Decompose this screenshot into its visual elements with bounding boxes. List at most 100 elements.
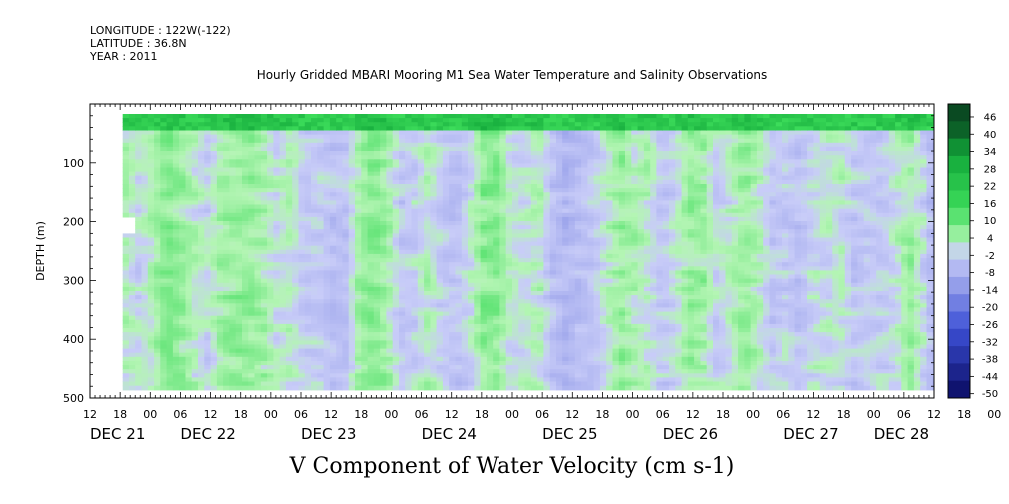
heatmap-cell [355, 204, 362, 210]
heatmap-cell [543, 303, 551, 308]
heatmap-cell [185, 155, 193, 160]
heatmap-cell [574, 307, 582, 313]
heatmap-cell [386, 286, 394, 292]
heatmap-cell [543, 192, 551, 197]
heatmap-cell [480, 134, 488, 140]
heatmap-cell [122, 299, 130, 304]
heatmap-cell [204, 373, 212, 378]
heatmap-cell [549, 179, 557, 185]
heatmap-cell [537, 274, 544, 280]
heatmap-cell [317, 184, 325, 189]
heatmap-cell [537, 315, 544, 321]
heatmap-cell [562, 155, 570, 160]
heatmap-cell [436, 307, 444, 313]
heatmap-cell [254, 361, 262, 366]
heatmap-cell [179, 188, 187, 193]
heatmap-cell [386, 188, 394, 193]
heatmap-cell [122, 361, 130, 366]
heatmap-cell [468, 377, 475, 383]
heatmap-cell [449, 233, 457, 239]
heatmap-cell [292, 118, 300, 123]
heatmap-cell [367, 200, 375, 206]
heatmap-cell [141, 295, 149, 300]
heatmap-cell [135, 192, 143, 197]
heatmap-cell [210, 146, 218, 152]
heatmap-cell [317, 295, 325, 300]
heatmap-cell [273, 377, 281, 383]
heatmap-cell [474, 307, 482, 313]
heatmap-cell [216, 303, 224, 308]
heatmap-cell [154, 233, 161, 239]
heatmap-cell [311, 192, 318, 197]
heatmap-cell [273, 303, 281, 308]
heatmap-cell [304, 208, 312, 214]
heatmap-cell [436, 369, 444, 374]
heatmap-cell [461, 138, 469, 144]
heatmap-cell [417, 200, 425, 206]
heatmap-cell [530, 221, 538, 226]
heatmap-cell [574, 126, 582, 131]
heatmap-cell [298, 151, 306, 156]
heatmap-cell [417, 221, 425, 226]
heatmap-cell [417, 303, 425, 308]
heatmap-cell [468, 229, 475, 234]
heatmap-cell [260, 122, 268, 127]
heatmap-cell [499, 184, 507, 189]
heatmap-cell [267, 163, 274, 169]
heatmap-cell [323, 212, 331, 218]
heatmap-cell [449, 216, 457, 222]
heatmap-cell [367, 299, 375, 304]
heatmap-cell [505, 138, 513, 144]
heatmap-cell [191, 381, 199, 387]
heatmap-cell [223, 262, 230, 267]
heatmap-cell [461, 175, 469, 181]
heatmap-cell [549, 249, 557, 255]
heatmap-cell [386, 151, 394, 156]
heatmap-cell [543, 315, 551, 321]
heatmap-cell [191, 291, 199, 296]
heatmap-cell [480, 278, 488, 284]
heatmap-cell [537, 159, 544, 164]
heatmap-cell [292, 204, 300, 210]
heatmap-cell [442, 221, 450, 226]
heatmap-cell [380, 114, 387, 119]
heatmap-cell [480, 192, 488, 197]
heatmap-cell [166, 225, 174, 230]
heatmap-cell [524, 146, 532, 152]
heatmap-cell [411, 175, 419, 181]
heatmap-cell [392, 377, 400, 383]
heatmap-cell [373, 373, 381, 378]
heatmap-cell [562, 336, 570, 341]
heatmap-cell [436, 356, 444, 362]
heatmap-cell [581, 233, 588, 239]
heatmap-cell [267, 216, 274, 222]
heatmap-cell [355, 385, 362, 391]
heatmap-cell [122, 315, 130, 321]
heatmap-cell [380, 241, 387, 247]
heatmap-cell [172, 167, 180, 173]
heatmap-cell [373, 286, 381, 292]
heatmap-cell [147, 126, 155, 131]
heatmap-cell [235, 332, 243, 337]
heatmap-cell [229, 274, 237, 280]
heatmap-cell [568, 221, 576, 226]
heatmap-cell [574, 196, 582, 201]
heatmap-cell [172, 212, 180, 218]
heatmap-cell [154, 311, 161, 317]
heatmap-cell [411, 336, 419, 341]
heatmap-cell [348, 258, 356, 263]
heatmap-cell [568, 274, 576, 280]
heatmap-cell [254, 258, 262, 263]
heatmap-cell [254, 323, 262, 329]
heatmap-cell [172, 369, 180, 374]
heatmap-cell [298, 348, 306, 354]
heatmap-cell [128, 258, 136, 263]
heatmap-cell [543, 122, 551, 127]
heatmap-cell [285, 369, 293, 374]
heatmap-cell [235, 163, 243, 169]
heatmap-cell [242, 221, 249, 226]
heatmap-cell [248, 377, 256, 383]
heatmap-cell [210, 253, 218, 259]
heatmap-cell [486, 291, 494, 296]
heatmap-cell [267, 319, 274, 325]
